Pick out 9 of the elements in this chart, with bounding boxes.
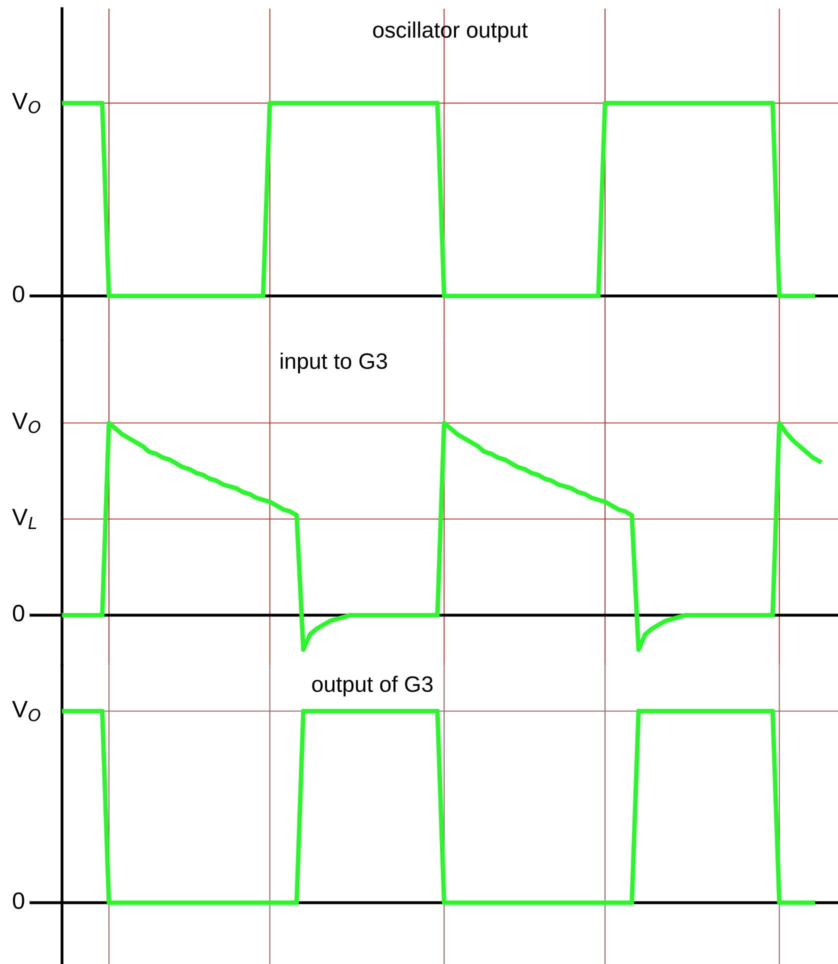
ref-line-label: 0 [12,892,24,910]
ref-line-label: V$_{L}$ [12,508,36,529]
chart-title: output of G3 [312,676,433,696]
ref-line-label: V$_{O}$ [12,700,40,722]
chart-title: input to G3 [280,352,387,374]
ref-line-label: 0 [12,604,24,622]
ref-line-label: 0 [12,286,24,302]
ref-line-label: V$_{O}$ [12,92,40,114]
ref-line-label: V$_{O}$ [12,412,40,434]
